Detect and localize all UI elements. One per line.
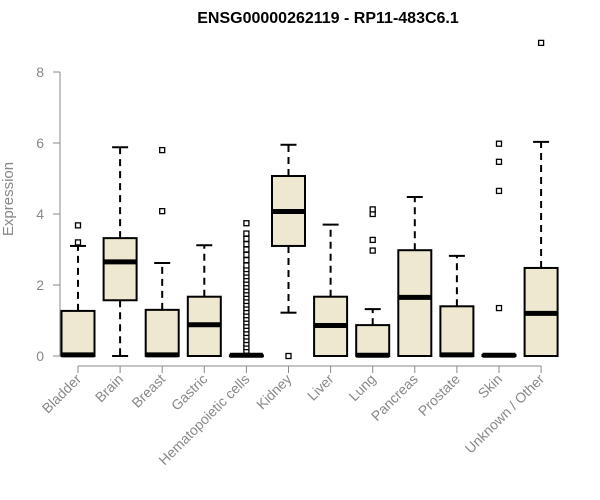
outlier-point bbox=[74, 222, 82, 229]
outlier-point bbox=[243, 256, 250, 264]
box-kidney bbox=[271, 143, 306, 360]
x-tick-label: Lung bbox=[345, 371, 378, 404]
outlier-point bbox=[495, 187, 503, 195]
outlier-point bbox=[243, 230, 250, 237]
x-tick-label: Prostate bbox=[415, 371, 463, 419]
box-iqr bbox=[60, 309, 96, 358]
box-iqr bbox=[144, 308, 180, 358]
box-pancreas bbox=[397, 195, 433, 358]
outlier-point bbox=[159, 146, 166, 154]
y-tick-label: 8 bbox=[36, 64, 44, 80]
outlier-point bbox=[495, 140, 503, 147]
chart-title: ENSG00000262119 - RP11-483C6.1 bbox=[197, 10, 459, 27]
box-brain bbox=[102, 146, 138, 357]
x-tick-label: Unknown / Other bbox=[462, 371, 548, 457]
box-bladder bbox=[60, 222, 96, 358]
outlier-point bbox=[495, 304, 503, 312]
box-prostate bbox=[439, 254, 475, 358]
outlier-point bbox=[243, 262, 250, 269]
outlier-point bbox=[285, 352, 292, 360]
x-tick-label: Breast bbox=[128, 371, 168, 411]
box-skin bbox=[481, 140, 517, 358]
box-iqr bbox=[439, 305, 475, 357]
x-tick-label: Pancreas bbox=[368, 371, 421, 424]
box-liver bbox=[313, 223, 349, 357]
outlier-point bbox=[369, 236, 376, 244]
y-tick-label: 6 bbox=[36, 135, 44, 151]
outlier-point bbox=[243, 220, 250, 227]
box-lung bbox=[355, 206, 391, 358]
y-tick-label: 0 bbox=[36, 348, 44, 364]
y-axis-label: Expression bbox=[0, 162, 17, 236]
box-breast bbox=[144, 146, 180, 358]
x-tick-label: Kidney bbox=[253, 371, 295, 413]
outlier-point bbox=[159, 208, 166, 215]
box-iqr bbox=[355, 324, 391, 357]
box-hematopoietic-cells bbox=[228, 220, 264, 358]
x-tick-label: Liver bbox=[304, 371, 337, 404]
box-iqr bbox=[102, 237, 138, 302]
outlier-point bbox=[243, 235, 250, 243]
y-tick-label: 4 bbox=[36, 206, 44, 222]
y-tick-label: 2 bbox=[36, 277, 44, 293]
x-tick-label: Brain bbox=[92, 371, 126, 405]
y-axis: 0 2 4 6 8 bbox=[36, 64, 61, 364]
box-iqr bbox=[397, 249, 433, 358]
box-unknown-other bbox=[523, 39, 559, 357]
outlier-point bbox=[369, 206, 376, 213]
box-group bbox=[60, 39, 559, 360]
x-tick-label: Skin bbox=[475, 371, 506, 402]
outlier-point bbox=[537, 39, 545, 47]
x-tick-label: Bladder bbox=[39, 371, 85, 417]
outlier-point bbox=[369, 247, 376, 254]
outlier-point bbox=[243, 246, 250, 253]
outlier-point bbox=[243, 241, 250, 248]
outlier-point bbox=[74, 239, 82, 246]
box-gastric bbox=[186, 244, 222, 357]
outlier-point bbox=[243, 251, 250, 258]
outlier-point bbox=[495, 158, 503, 165]
